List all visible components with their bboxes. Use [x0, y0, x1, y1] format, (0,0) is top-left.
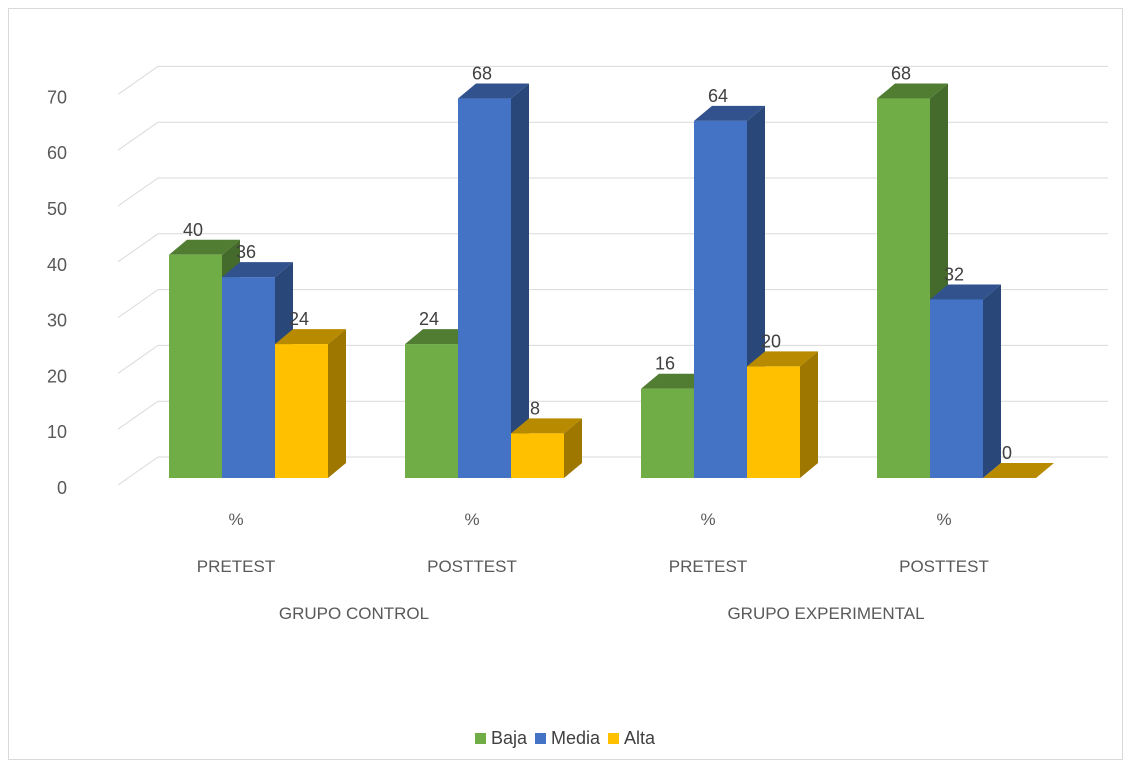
category-group-label: GRUPO EXPERIMENTAL: [727, 604, 924, 623]
category-phase-label: POSTTEST: [899, 557, 989, 576]
legend-item-baja: Baja: [474, 728, 527, 749]
y-tick-label: 50: [47, 199, 67, 219]
y-tick-label: 20: [47, 366, 67, 386]
bar-alta: [747, 351, 818, 478]
data-label: 8: [530, 398, 540, 418]
category-phase-label: PRETEST: [669, 557, 747, 576]
category-unit-label: %: [936, 510, 951, 529]
category-group-label: GRUPO CONTROL: [279, 604, 429, 623]
data-label: 24: [289, 309, 309, 329]
data-label: 36: [236, 242, 256, 262]
data-label: 20: [761, 331, 781, 351]
gridline: [117, 344, 1108, 374]
legend-label: Media: [550, 728, 601, 748]
legend-label: Alta: [624, 728, 656, 748]
y-axis-ticks: 0 10 20 30 40 50 60 70: [47, 87, 67, 498]
gridline: [117, 65, 1108, 95]
gridline: [117, 233, 1108, 263]
category-unit-label: %: [700, 510, 715, 529]
bar-media: [458, 83, 529, 478]
data-label: 40: [183, 220, 203, 240]
data-label: 16: [655, 354, 675, 374]
data-label: 24: [419, 309, 439, 329]
legend-item-media: Media: [534, 728, 601, 749]
gridline: [117, 121, 1108, 151]
legend: Baja Media Alta: [0, 728, 1130, 749]
gridline: [117, 289, 1108, 319]
bar-alta: [511, 418, 582, 478]
y-tick-label: 70: [47, 87, 67, 107]
y-tick-label: 40: [47, 255, 67, 275]
y-tick-label: 10: [47, 422, 67, 442]
data-label: 64: [708, 86, 728, 106]
legend-label: Baja: [490, 728, 527, 748]
legend-swatch: [608, 733, 620, 744]
category-phase-label: POSTTEST: [427, 557, 517, 576]
y-tick-label: 30: [47, 311, 67, 331]
bar-alta: [275, 329, 346, 478]
data-label: 68: [891, 64, 911, 84]
y-tick-label: 0: [57, 478, 67, 498]
bar-media: [930, 284, 1001, 478]
legend-swatch: [534, 733, 546, 744]
bars: [169, 83, 1054, 478]
legend-item-alta: Alta: [608, 728, 655, 749]
legend-swatch: [474, 733, 486, 744]
category-phase-label: PRETEST: [197, 557, 275, 576]
data-label: 68: [472, 64, 492, 84]
x-axis-categories: % PRETEST% POSTTEST% PRETEST% POSTTEST GRUPO …: [197, 510, 989, 623]
gridline: [117, 177, 1108, 207]
data-label: 0: [1002, 443, 1012, 463]
data-labels: 40 36 24 24 68 8 16 64 20 68 32 0: [183, 64, 1012, 463]
category-unit-label: %: [228, 510, 243, 529]
data-label: 32: [944, 264, 964, 284]
y-tick-label: 60: [47, 143, 67, 163]
category-unit-label: %: [464, 510, 479, 529]
bar-alta: [983, 463, 1054, 478]
